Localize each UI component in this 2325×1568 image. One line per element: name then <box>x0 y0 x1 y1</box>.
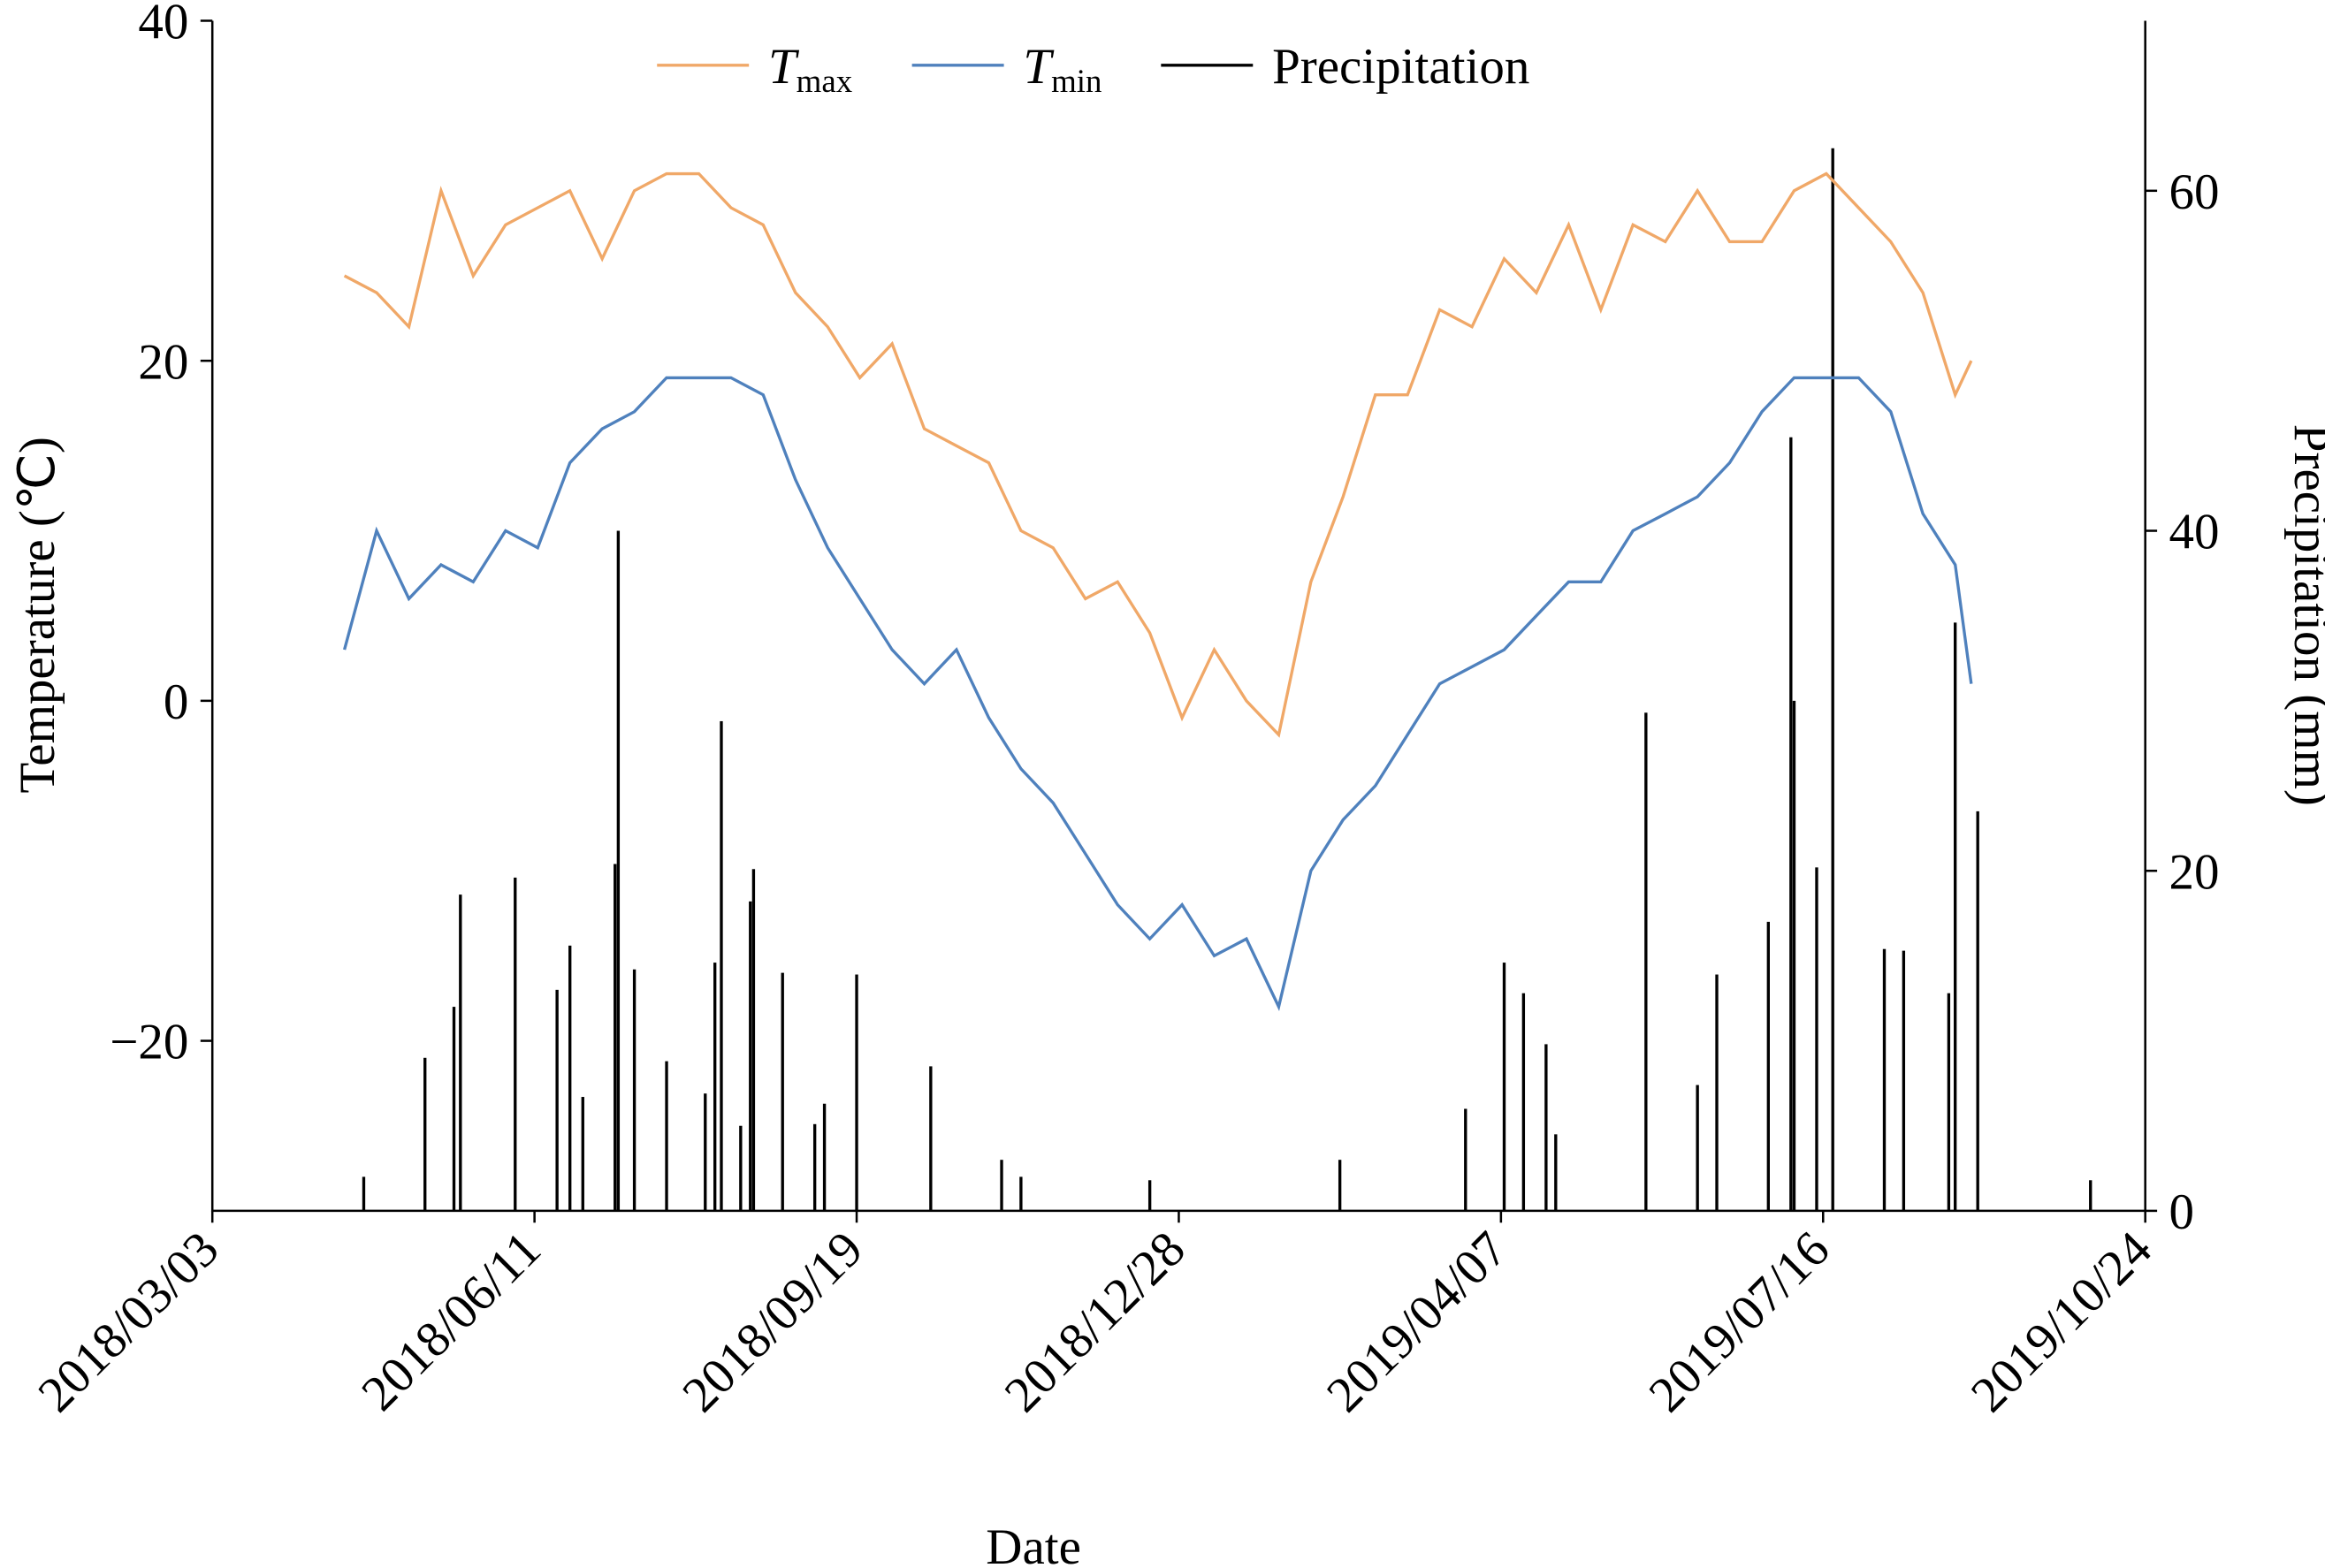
bar <box>1976 811 1979 1211</box>
bar <box>1000 1160 1003 1211</box>
bar <box>751 869 756 1211</box>
y-tick-label: −20 <box>110 1015 188 1070</box>
bar <box>632 969 637 1211</box>
bar <box>1947 993 1951 1211</box>
legend-label: Tmin <box>1023 39 1102 99</box>
bar <box>1902 950 1906 1211</box>
x-tick-label: 2019/04/07 <box>1316 1221 1518 1422</box>
bar <box>704 1093 707 1211</box>
bar <box>568 945 572 1211</box>
bar <box>514 877 517 1211</box>
bar <box>1792 700 1796 1211</box>
bar <box>1954 622 1957 1211</box>
bar <box>362 1176 366 1211</box>
y-axis-label: Temperature (℃) <box>10 437 65 793</box>
bar <box>822 1103 827 1211</box>
bar <box>781 972 784 1211</box>
bar <box>1715 974 1719 1211</box>
bar <box>713 963 717 1211</box>
bar <box>1502 963 1506 1211</box>
y-tick-label: 20 <box>138 334 188 390</box>
axis-frame <box>210 20 2146 1213</box>
line <box>342 376 1973 1012</box>
bar <box>1815 867 1818 1211</box>
bar <box>749 901 752 1211</box>
bar <box>2089 1180 2092 1211</box>
y-tick-label: 0 <box>164 674 188 730</box>
bar <box>855 974 858 1211</box>
bar <box>739 1125 743 1211</box>
x-tick-label: 2018/09/19 <box>672 1221 873 1422</box>
legend-label: Precipitation <box>1272 39 1529 95</box>
bar <box>1521 993 1526 1211</box>
bar <box>614 864 617 1211</box>
bar <box>452 1007 456 1211</box>
bar <box>929 1066 933 1211</box>
bar <box>1019 1176 1023 1211</box>
bar <box>459 894 462 1211</box>
y2-axis-label: Precipitation (mm) <box>2283 424 2325 806</box>
bar <box>423 1057 427 1211</box>
y-tick-label: 40 <box>138 0 188 50</box>
bar <box>1544 1044 1548 1211</box>
y2-tick-label: 40 <box>2169 505 2220 560</box>
x-tick-label: 2019/10/24 <box>1961 1221 2162 1422</box>
bar <box>720 720 723 1211</box>
bar <box>581 1097 584 1211</box>
bar <box>1644 712 1648 1211</box>
x-axis-label: Date <box>986 1519 1081 1568</box>
bar <box>1338 1160 1342 1211</box>
x-tick-label: 2018/12/28 <box>995 1221 1196 1422</box>
y2-tick-label: 20 <box>2169 844 2220 900</box>
bar <box>1831 148 1834 1211</box>
x-tick-label: 2019/07/16 <box>1638 1221 1840 1422</box>
x-tick-label: 2018/03/03 <box>27 1221 229 1422</box>
bar <box>665 1061 668 1211</box>
legend-label: Tmax <box>768 39 852 99</box>
bar <box>1554 1134 1558 1211</box>
bar <box>1789 437 1793 1211</box>
bar <box>1147 1180 1152 1211</box>
y2-tick-label: 60 <box>2169 164 2220 220</box>
bar <box>555 989 559 1211</box>
bar <box>1464 1108 1467 1211</box>
x-tick-label: 2018/06/11 <box>351 1221 552 1421</box>
bar <box>616 530 621 1211</box>
bar <box>812 1123 817 1211</box>
line <box>343 171 1973 738</box>
bar <box>1882 948 1887 1211</box>
bar <box>1696 1085 1699 1211</box>
bar <box>1766 921 1770 1211</box>
y2-tick-label: 0 <box>2169 1184 2195 1240</box>
